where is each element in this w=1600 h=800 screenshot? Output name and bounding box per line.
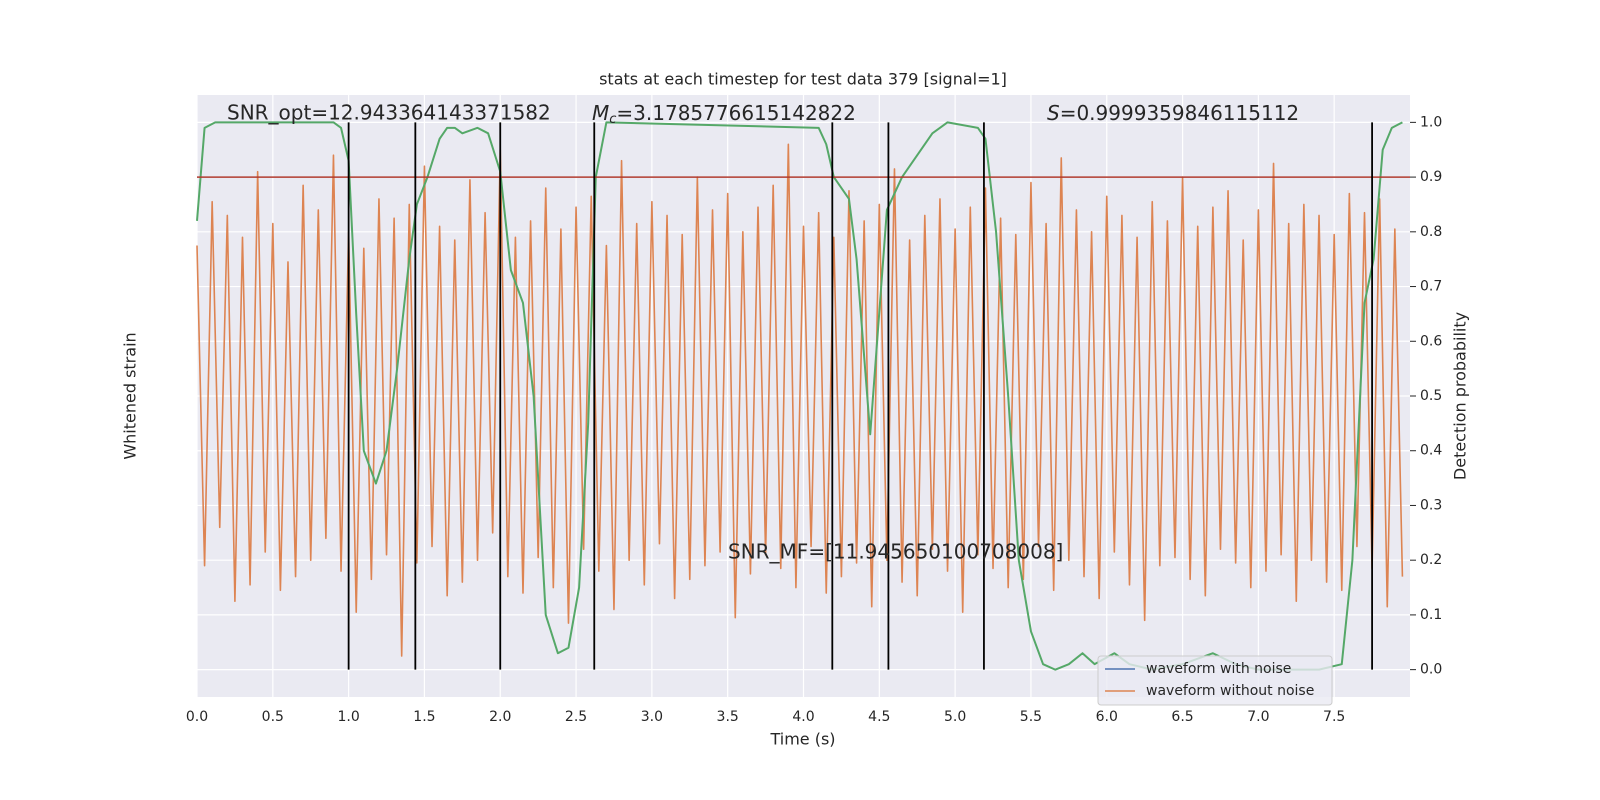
series-line (196, 143, 1404, 657)
x-tick-label: 6.5 (1171, 709, 1193, 725)
x-tick-label: 0.5 (262, 709, 284, 725)
y2-tick-label: 0.7 (1420, 279, 1442, 295)
x-tick-label: 5.0 (944, 709, 966, 725)
x-tick-label: 0.0 (186, 709, 208, 725)
y2-tick-label: 0.5 (1420, 388, 1442, 404)
y2-tick-label: 0.8 (1420, 224, 1442, 240)
x-tick-label: 6.0 (1096, 709, 1118, 725)
annotation: Mc=3.1785776615142822 (592, 101, 856, 127)
x-tick-label: 5.5 (1020, 709, 1042, 725)
legend-label: waveform with noise (1146, 661, 1291, 677)
x-tick-label: 2.5 (565, 709, 587, 725)
annotation: S=0.9999359846115112 (1047, 101, 1299, 125)
annotation: SNR_opt=12.943364143371582 (227, 101, 551, 125)
x-tick-label: 1.0 (337, 709, 359, 725)
x-tick-label: 4.5 (868, 709, 890, 725)
labels: stats at each timestep for test data 379… (121, 70, 1470, 749)
annotation-subscript: c (609, 112, 616, 127)
y2-tick-label: 0.1 (1420, 607, 1442, 623)
x-axis-label: Time (s) (769, 730, 835, 749)
legend: waveform with noise waveform without nois… (1097, 655, 1333, 706)
annotation-symbol: S (1047, 101, 1060, 125)
y-axis-label: Whitened strain (121, 332, 140, 459)
y2-tick-label: 0.2 (1420, 552, 1442, 568)
y2-tick-label: 0.9 (1420, 169, 1442, 185)
y2-tick-label: 0.4 (1420, 443, 1442, 459)
x-tick-label: 7.5 (1323, 709, 1345, 725)
y2-tick-label: 0.3 (1420, 497, 1442, 513)
legend-label: waveform without noise (1146, 683, 1314, 699)
chart-title: stats at each timestep for test data 379… (599, 70, 1007, 89)
x-tick-label: 4.0 (792, 709, 814, 725)
legend-box (1097, 655, 1333, 706)
marks (196, 121, 1410, 671)
annotation: SNR_MF=[11.945650100708008] (728, 540, 1063, 564)
x-tick-label: 1.5 (413, 709, 435, 725)
x-tick-label: 3.0 (641, 709, 663, 725)
y2-axis-label: Detection probability (1451, 312, 1470, 480)
annotation-symbol: M (592, 101, 609, 125)
annotation-value: =0.9999359846115112 (1060, 101, 1299, 125)
annotation-value: =3.1785776615142822 (616, 101, 855, 125)
y2-tick-label: 1.0 (1420, 114, 1442, 130)
x-tick-label: 2.0 (489, 709, 511, 725)
x-tick-label: 7.0 (1247, 709, 1269, 725)
x-tick-label: 3.5 (717, 709, 739, 725)
y2-tick-label: 0.0 (1420, 662, 1442, 678)
y2-tick-label: 0.6 (1420, 333, 1442, 349)
